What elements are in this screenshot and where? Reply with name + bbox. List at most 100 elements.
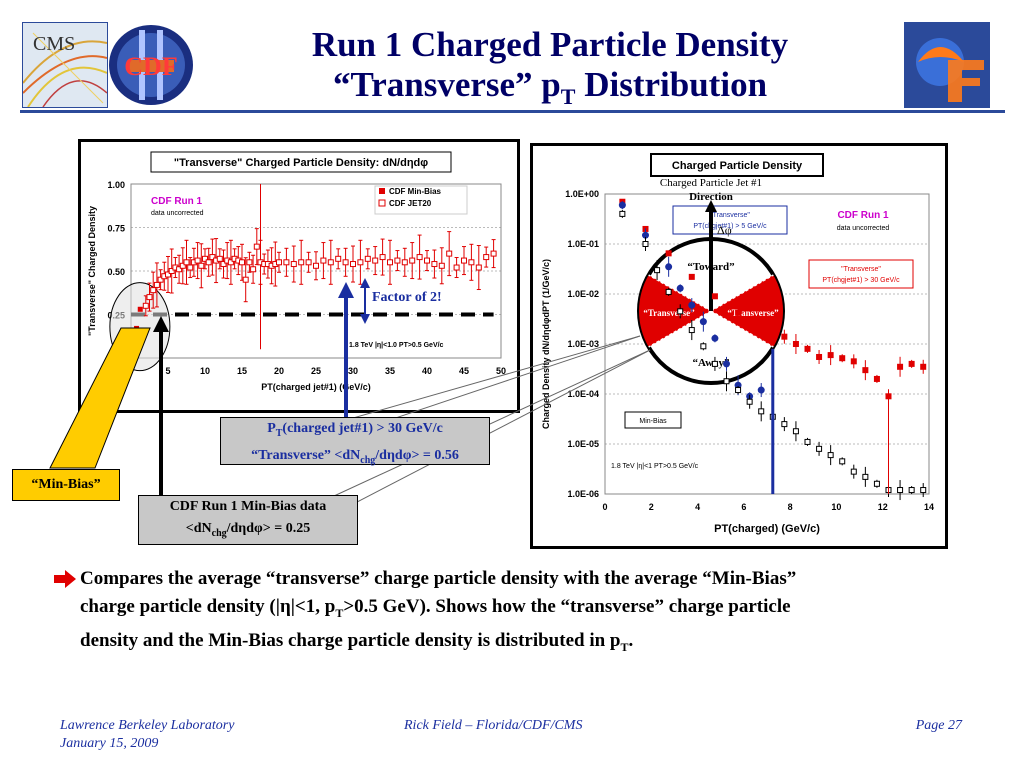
data-point-jet20 <box>475 264 482 271</box>
x-tick-label: 0 <box>602 502 607 512</box>
data-point-jet20 <box>253 243 260 250</box>
cdf-minbias-callout: CDF Run 1 Min-Bias data <dNchg/dηdφ> = 0… <box>138 495 358 545</box>
data-point-transverse-30 <box>839 355 846 362</box>
y-tick-label: 0.50 <box>107 267 125 277</box>
data-point-transverse-5 <box>711 334 719 342</box>
data-point-jet20 <box>165 271 171 278</box>
legend-blue-line2: PT(chgjet#1) > 5 GeV/c <box>693 223 767 230</box>
x-tick-label: 25 <box>311 366 321 376</box>
data-point-jet20 <box>168 268 175 274</box>
data-point-minbias <box>134 325 140 331</box>
data-point-jet20 <box>387 259 393 266</box>
footer-page-number: Page 27 <box>915 718 962 733</box>
data-point-minbias <box>735 387 742 394</box>
data-point-transverse-5 <box>734 381 742 389</box>
data-point-minbias <box>665 288 672 295</box>
bullet-line2-post: >0.5 GeV). Shows how the “transverse” ch… <box>343 596 791 617</box>
data-point-minbias <box>850 468 857 475</box>
pt-box-line1-sub: T <box>275 427 283 439</box>
data-point-minbias <box>700 343 707 350</box>
data-point-minbias <box>873 480 880 487</box>
kinematics-label: 1.8 TeV |η|<1.0 PT>0.5 GeV/c <box>349 342 444 349</box>
x-tick-label: 10 <box>200 366 210 376</box>
data-point-jet20 <box>216 255 223 262</box>
data-point-jet20 <box>194 257 201 264</box>
data-point-jet20 <box>283 259 290 266</box>
cdf-logo-text: CDF <box>124 52 178 81</box>
y-tick-label: 1.0E-03 <box>567 339 599 349</box>
x-tick-label: 50 <box>496 366 506 376</box>
region-divider <box>648 310 712 348</box>
data-point-transverse-30 <box>920 363 927 370</box>
left-chart: 0.000.250.500.751.0005101520253035404550… <box>87 151 506 392</box>
data-point-jet20 <box>409 257 416 264</box>
pt-box-line2-sub: chg <box>360 454 376 466</box>
data-point-jet20 <box>305 259 312 266</box>
data-point-minbias <box>642 241 649 247</box>
minbias-callout: “Min-Bias” <box>12 469 120 501</box>
data-point-jet20 <box>276 259 282 266</box>
chart-title: Charged Particle Density <box>672 160 803 172</box>
data-point-jet20 <box>364 255 371 262</box>
bullet-arrow-icon <box>54 570 76 588</box>
x-axis-label: PT(charged jet#1) (GeV/c) <box>261 382 371 392</box>
data-point-jet20 <box>250 266 257 273</box>
data-point-jet20 <box>357 259 364 266</box>
page-title-line2-main: “Transverse” p <box>332 65 561 104</box>
data-point-transverse-30 <box>711 293 718 300</box>
data-point-transverse-30 <box>665 250 672 257</box>
page-title-line2: “Transverse” pT Distribution <box>200 66 900 116</box>
region-divider <box>710 310 774 348</box>
chart-title-box <box>650 153 824 177</box>
data-point-transverse-30 <box>850 358 857 365</box>
legend-marker <box>379 188 385 194</box>
data-point-transverse-30 <box>804 345 811 352</box>
data-point-minbias <box>746 398 753 405</box>
footer-center: Rick Field – Florida/CDF/CMS <box>404 718 583 733</box>
data-point-transverse-30 <box>816 353 823 360</box>
x-tick-label: 10 <box>831 502 841 512</box>
bullet-line2-pre: charge particle density (|η|<1, p <box>80 596 336 617</box>
chart-title: "Transverse" Charged Particle Density: d… <box>174 157 428 169</box>
data-point-minbias <box>137 306 143 312</box>
data-point-jet20 <box>335 255 342 262</box>
data-point-minbias <box>688 327 695 334</box>
cdf-minbias-callout-line2: <dNchg/dηdφ> = 0.25 <box>139 518 357 545</box>
data-point-jet20 <box>205 259 212 266</box>
data-point-minbias <box>758 408 765 415</box>
data-point-jet20 <box>298 259 305 266</box>
bullet-line3-sub: T <box>620 639 629 654</box>
left-chart-panel: 0.000.250.500.751.0005101520253035404550… <box>78 139 520 413</box>
data-point-jet20 <box>153 281 160 288</box>
x-tick-label: 2 <box>649 502 654 512</box>
data-point-transverse-30 <box>781 333 788 340</box>
legend-blue-line1: "Transverse" <box>710 212 750 219</box>
data-point-jet20 <box>176 266 183 273</box>
region-divider <box>648 274 712 312</box>
x-tick-label: 35 <box>385 366 395 376</box>
data-point-transverse-5 <box>665 263 673 271</box>
data-point-jet20 <box>490 250 497 257</box>
minbias-zoom-circle <box>109 282 171 372</box>
data-point-jet20 <box>350 261 356 268</box>
data-point-jet20 <box>202 255 208 262</box>
legend-blue-box <box>672 205 788 235</box>
y-axis-label: Charged Density dN/dηdφdPT (1/GeV/c) <box>541 259 551 429</box>
x-tick-label: 8 <box>788 502 793 512</box>
legend-label: CDF JET20 <box>389 199 432 208</box>
data-point-jet20 <box>227 259 234 266</box>
data-point-transverse-5 <box>757 386 765 394</box>
data-point-jet20 <box>146 294 153 301</box>
data-point-transverse-30 <box>827 352 834 359</box>
bullet-paragraph: Compares the average “transverse” charge… <box>80 565 980 661</box>
cms-logo-text: CMS <box>33 33 76 55</box>
page-title-line2-sub: T <box>560 84 576 109</box>
data-point-transverse-30 <box>688 273 695 280</box>
data-point-transverse-5 <box>676 284 684 292</box>
data-point-jet20 <box>242 276 249 283</box>
cdf-minbias-line2-pre: <dN <box>185 521 212 536</box>
cdf-minbias-line2-sub: chg <box>211 527 227 539</box>
data-point-jet20 <box>320 257 327 264</box>
data-point-jet20 <box>461 257 467 264</box>
legend-marker <box>378 199 386 207</box>
